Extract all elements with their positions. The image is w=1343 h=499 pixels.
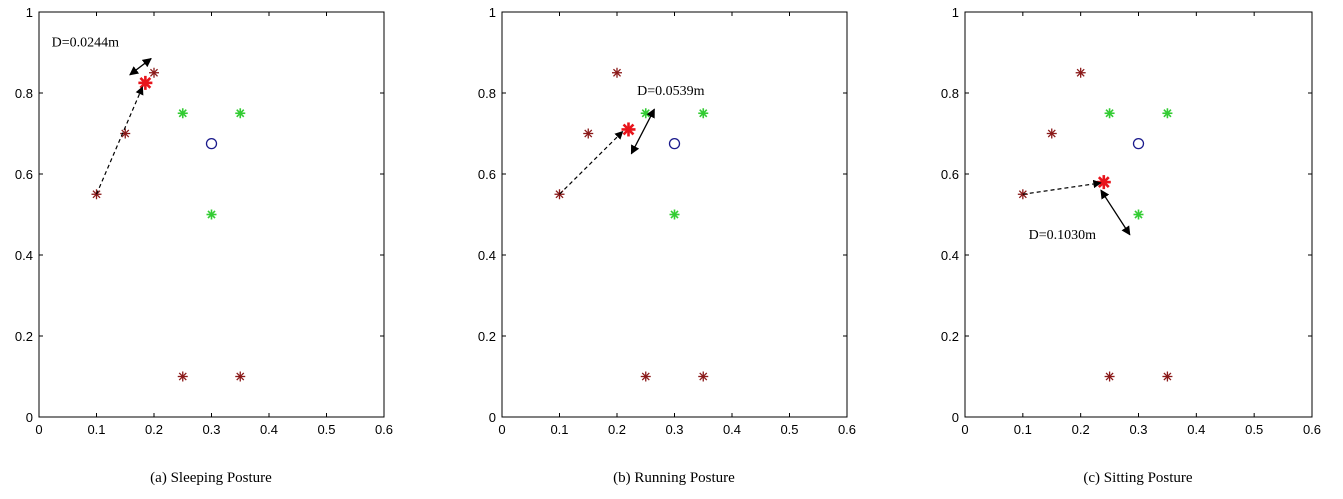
- y-tick-label: 0.2: [478, 329, 496, 344]
- green-star-point: [669, 209, 680, 220]
- dark-star-point: [235, 371, 246, 382]
- x-tick-label: 0: [35, 422, 42, 437]
- x-tick-label: 0.4: [260, 422, 278, 437]
- panel-caption: (b) Running Posture: [613, 470, 735, 486]
- marks: [91, 58, 246, 382]
- green-star-point: [1133, 209, 1144, 220]
- panel-caption: (a) Sleeping Posture: [150, 470, 272, 486]
- circle-point: [1132, 137, 1145, 150]
- x-tick-label: 0.3: [1129, 422, 1147, 437]
- x-tick-label: 0.5: [317, 422, 335, 437]
- y-tick-label: 0.4: [941, 248, 959, 263]
- y-tick-label: 0.6: [941, 167, 959, 182]
- y-tick-label: 0.6: [15, 167, 33, 182]
- y-tick-label: 0: [26, 410, 33, 425]
- dark-star-point: [1046, 128, 1057, 139]
- dark-star-point: [1162, 371, 1173, 382]
- x-tick-label: 0.6: [838, 422, 856, 437]
- y-tick-label: 0.2: [941, 329, 959, 344]
- y-tick-label: 1: [489, 5, 496, 20]
- y-tick-label: 1: [952, 5, 959, 20]
- y-tick-label: 0.8: [478, 86, 496, 101]
- panel-caption: (c) Sitting Posture: [1083, 470, 1193, 486]
- x-tick-label: 0.3: [665, 422, 683, 437]
- distance-annotation: D=0.0539m: [637, 84, 705, 99]
- distance-arrow: [1100, 189, 1131, 236]
- circle-point: [205, 137, 218, 150]
- x-tick-label: 0.6: [375, 422, 393, 437]
- dashed-arrow: [559, 130, 624, 195]
- dark-star-point: [177, 371, 188, 382]
- x-tick-label: 0.2: [145, 422, 163, 437]
- y-tick-label: 1: [26, 5, 33, 20]
- y-tick-label: 0: [489, 410, 496, 425]
- panel-b: 0 0.1 0.2 0.3 0.4 0.5 0.6 0 0.2 0.4 0.6 0.8 1 D=0.05…: [478, 5, 856, 486]
- marks: [1017, 67, 1173, 382]
- green-star-point: [1104, 108, 1115, 119]
- highlight-star-point: [1096, 175, 1111, 190]
- x-tick-label: 0.1: [87, 422, 105, 437]
- y-tick-label: 0.4: [15, 248, 33, 263]
- distance-arrow: [129, 58, 152, 76]
- green-star-point: [1162, 108, 1173, 119]
- dashed-arrow: [1022, 179, 1102, 195]
- x-tick-label: 0: [498, 422, 505, 437]
- dark-star-point: [1075, 67, 1086, 78]
- green-star-point: [206, 209, 217, 220]
- dashed-arrow: [95, 86, 144, 195]
- dark-star-point: [698, 371, 709, 382]
- ticks: 0 0.1 0.2 0.3 0.4 0.5 0.6 0 0.2 0.4 0.6 0.8 1: [941, 5, 1321, 437]
- y-tick-label: 0.8: [941, 86, 959, 101]
- x-tick-label: 0.2: [608, 422, 626, 437]
- green-star-point: [235, 108, 246, 119]
- x-tick-label: 0.3: [202, 422, 220, 437]
- dark-star-point: [120, 128, 131, 139]
- y-tick-label: 0.4: [478, 248, 496, 263]
- y-tick-label: 0: [952, 410, 959, 425]
- y-tick-label: 0.6: [478, 167, 496, 182]
- ticks: 0 0.1 0.2 0.3 0.4 0.5 0.6 0 0.2 0.4 0.6 0.8 1: [15, 5, 393, 437]
- distance-annotation: D=0.0244m: [52, 35, 120, 50]
- x-tick-label: 0.1: [550, 422, 568, 437]
- dark-star-point: [149, 67, 159, 78]
- dark-star-point: [640, 371, 651, 382]
- ticks: 0 0.1 0.2 0.3 0.4 0.5 0.6 0 0.2 0.4 0.6 0.8 1: [478, 5, 856, 437]
- panel-c: 0 0.1 0.2 0.3 0.4 0.5 0.6 0 0.2 0.4 0.6 0.8 1 D=0.10…: [941, 5, 1321, 486]
- highlight-star-point: [138, 75, 153, 90]
- highlight-star-point: [621, 122, 636, 137]
- dark-star-point: [1104, 371, 1115, 382]
- marks: [554, 67, 709, 382]
- green-star-point: [640, 108, 651, 119]
- circle-point: [668, 137, 681, 150]
- distance-arrow: [630, 108, 655, 155]
- x-tick-label: 0.4: [723, 422, 741, 437]
- y-tick-label: 0.2: [15, 329, 33, 344]
- x-tick-label: 0.1: [1014, 422, 1032, 437]
- x-tick-label: 0.5: [1245, 422, 1263, 437]
- green-star-point: [177, 108, 188, 119]
- panel-a: 0 0.1 0.2 0.3 0.4 0.5 0.6 0 0.2 0.4 0.6 0.8 1 D=0.02…: [15, 5, 393, 486]
- x-tick-label: 0.2: [1072, 422, 1090, 437]
- green-star-point: [698, 108, 709, 119]
- y-tick-label: 0.8: [15, 86, 33, 101]
- x-tick-label: 0.4: [1187, 422, 1205, 437]
- x-tick-label: 0.5: [780, 422, 798, 437]
- x-tick-label: 0: [961, 422, 968, 437]
- dark-star-point: [612, 67, 622, 78]
- dark-star-point: [583, 128, 594, 139]
- x-tick-label: 0.6: [1303, 422, 1321, 437]
- distance-annotation: D=0.1030m: [1029, 228, 1097, 243]
